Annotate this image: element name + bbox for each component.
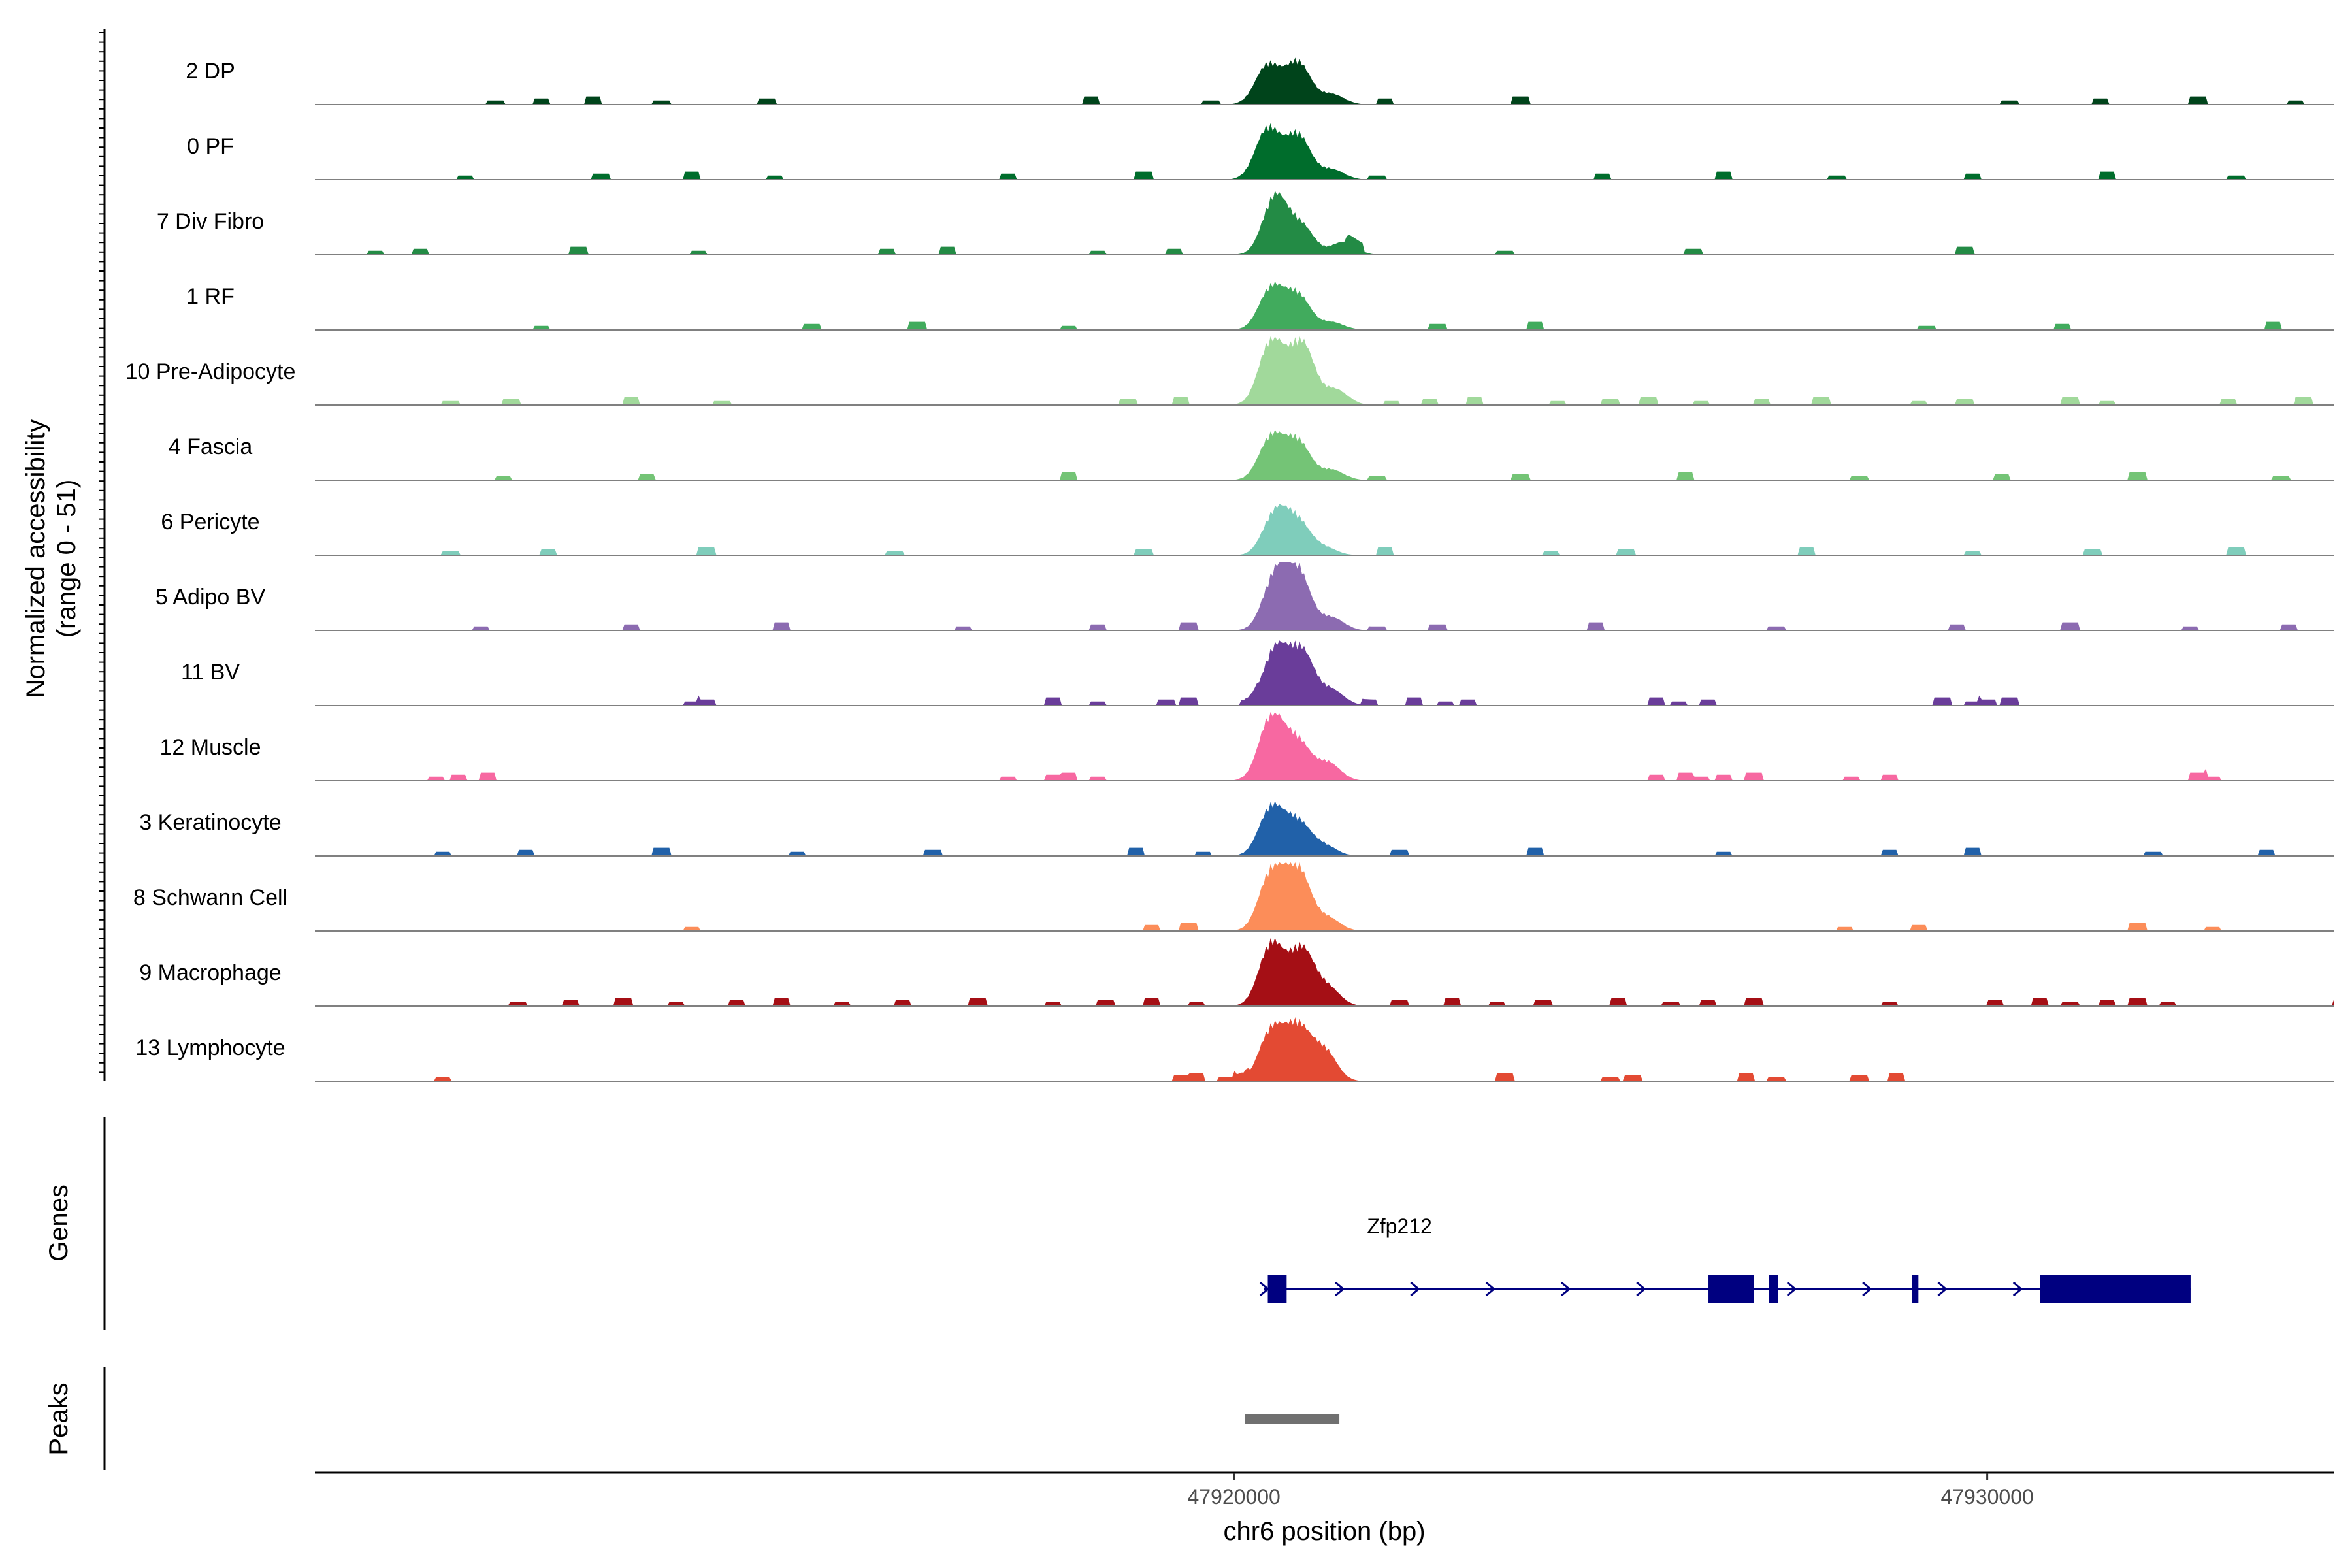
- x-axis-title: chr6 position (bp): [1223, 1517, 1425, 1546]
- track-label: 7 Div Fibro: [157, 209, 264, 234]
- gene-model-zfp212: [1259, 1275, 2191, 1303]
- strand-arrow: [1636, 1281, 1646, 1297]
- track-coverage-area: [315, 562, 2334, 630]
- gene-exon: [1708, 1275, 1754, 1303]
- track-coverage-area: [315, 712, 2334, 781]
- strand-arrow: [1560, 1281, 1571, 1297]
- track-0-pf: 0 PF: [187, 123, 2334, 180]
- track-coverage-area: [315, 1017, 2334, 1081]
- track-coverage-area: [315, 190, 2334, 255]
- track-coverage-area: [315, 504, 2334, 555]
- track-coverage-area: [315, 801, 2334, 856]
- coverage-y-ticks: [99, 32, 105, 1073]
- track-label: 0 PF: [187, 134, 234, 159]
- peak-regions: [1245, 1414, 1340, 1424]
- strand-arrow: [1485, 1281, 1495, 1297]
- x-axis-ticks: 47920000 47930000: [1187, 1473, 2034, 1509]
- gene-exon: [1267, 1275, 1287, 1303]
- track-12-muscle: 12 Muscle: [160, 712, 2334, 781]
- track-9-macrophage: 9 Macrophage: [139, 938, 2334, 1007]
- track-label: 9 Macrophage: [139, 960, 281, 985]
- y-axis-label-line2: (range 0 - 51): [52, 480, 81, 638]
- genes-panel-label: Genes: [44, 1184, 73, 1262]
- track-4-fascia: 4 Fascia: [169, 429, 2334, 481]
- track-label: 11 BV: [181, 660, 240, 685]
- track-5-adipo-bv: 5 Adipo BV: [155, 562, 2334, 631]
- strand-arrow: [1937, 1281, 1948, 1297]
- track-label: 3 Keratinocyte: [139, 810, 281, 835]
- gene-exon: [1769, 1275, 1778, 1303]
- gene-exon: [2040, 1275, 2191, 1303]
- gene-exon: [1912, 1275, 1919, 1303]
- track-coverage-area: [315, 862, 2334, 931]
- peaks-panel-label: Peaks: [44, 1382, 73, 1455]
- track-label: 5 Adipo BV: [155, 585, 266, 610]
- strand-arrow: [1410, 1281, 1420, 1297]
- track-label: 4 Fascia: [169, 434, 253, 459]
- track-10-pre-adipocyte: 10 Pre-Adipocyte: [125, 336, 2334, 406]
- track-coverage-area: [315, 336, 2334, 405]
- strand-arrow: [1335, 1281, 1345, 1297]
- peak-region-bar: [1245, 1414, 1340, 1424]
- track-label: 6 Pericyte: [161, 510, 259, 534]
- track-coverage-area: [315, 938, 2334, 1006]
- track-6-pericyte: 6 Pericyte: [161, 504, 2334, 556]
- track-2-dp: 2 DP: [186, 57, 2334, 105]
- track-1-rf: 1 RF: [186, 281, 2334, 331]
- strand-arrow: [1862, 1281, 1872, 1297]
- track-label: 8 Schwann Cell: [133, 885, 287, 910]
- strand-arrow: [2012, 1281, 2023, 1297]
- x-tick-label: 47930000: [1940, 1485, 2033, 1509]
- track-label: 12 Muscle: [160, 735, 261, 760]
- track-coverage-area: [315, 640, 2334, 706]
- track-coverage-area: [315, 57, 2334, 105]
- track-coverage-area: [315, 123, 2334, 180]
- x-tick-label: 47920000: [1187, 1485, 1280, 1509]
- track-label: 2 DP: [186, 59, 235, 84]
- track-label: 1 RF: [186, 284, 235, 309]
- gene-name-label: Zfp212: [1367, 1215, 1432, 1238]
- coverage-tracks: 2 DP 0 PF 7 Div Fibro 1 RF 10 Pre-Adipocyte 4…: [125, 57, 2334, 1082]
- track-label: 13 Lymphocyte: [135, 1036, 285, 1060]
- track-13-lymphocyte: 13 Lymphocyte: [135, 1017, 2334, 1082]
- track-11-bv: 11 BV: [181, 640, 2334, 706]
- track-7-div-fibro: 7 Div Fibro: [157, 190, 2334, 255]
- track-coverage-area: [315, 281, 2334, 330]
- track-8-schwann-cell: 8 Schwann Cell: [133, 862, 2334, 932]
- track-3-keratinocyte: 3 Keratinocyte: [139, 801, 2334, 857]
- y-axis-label-line1: Normalized accessibility: [22, 419, 50, 698]
- track-label: 10 Pre-Adipocyte: [125, 359, 296, 384]
- track-coverage-area: [315, 429, 2334, 480]
- strand-arrow: [1786, 1281, 1797, 1297]
